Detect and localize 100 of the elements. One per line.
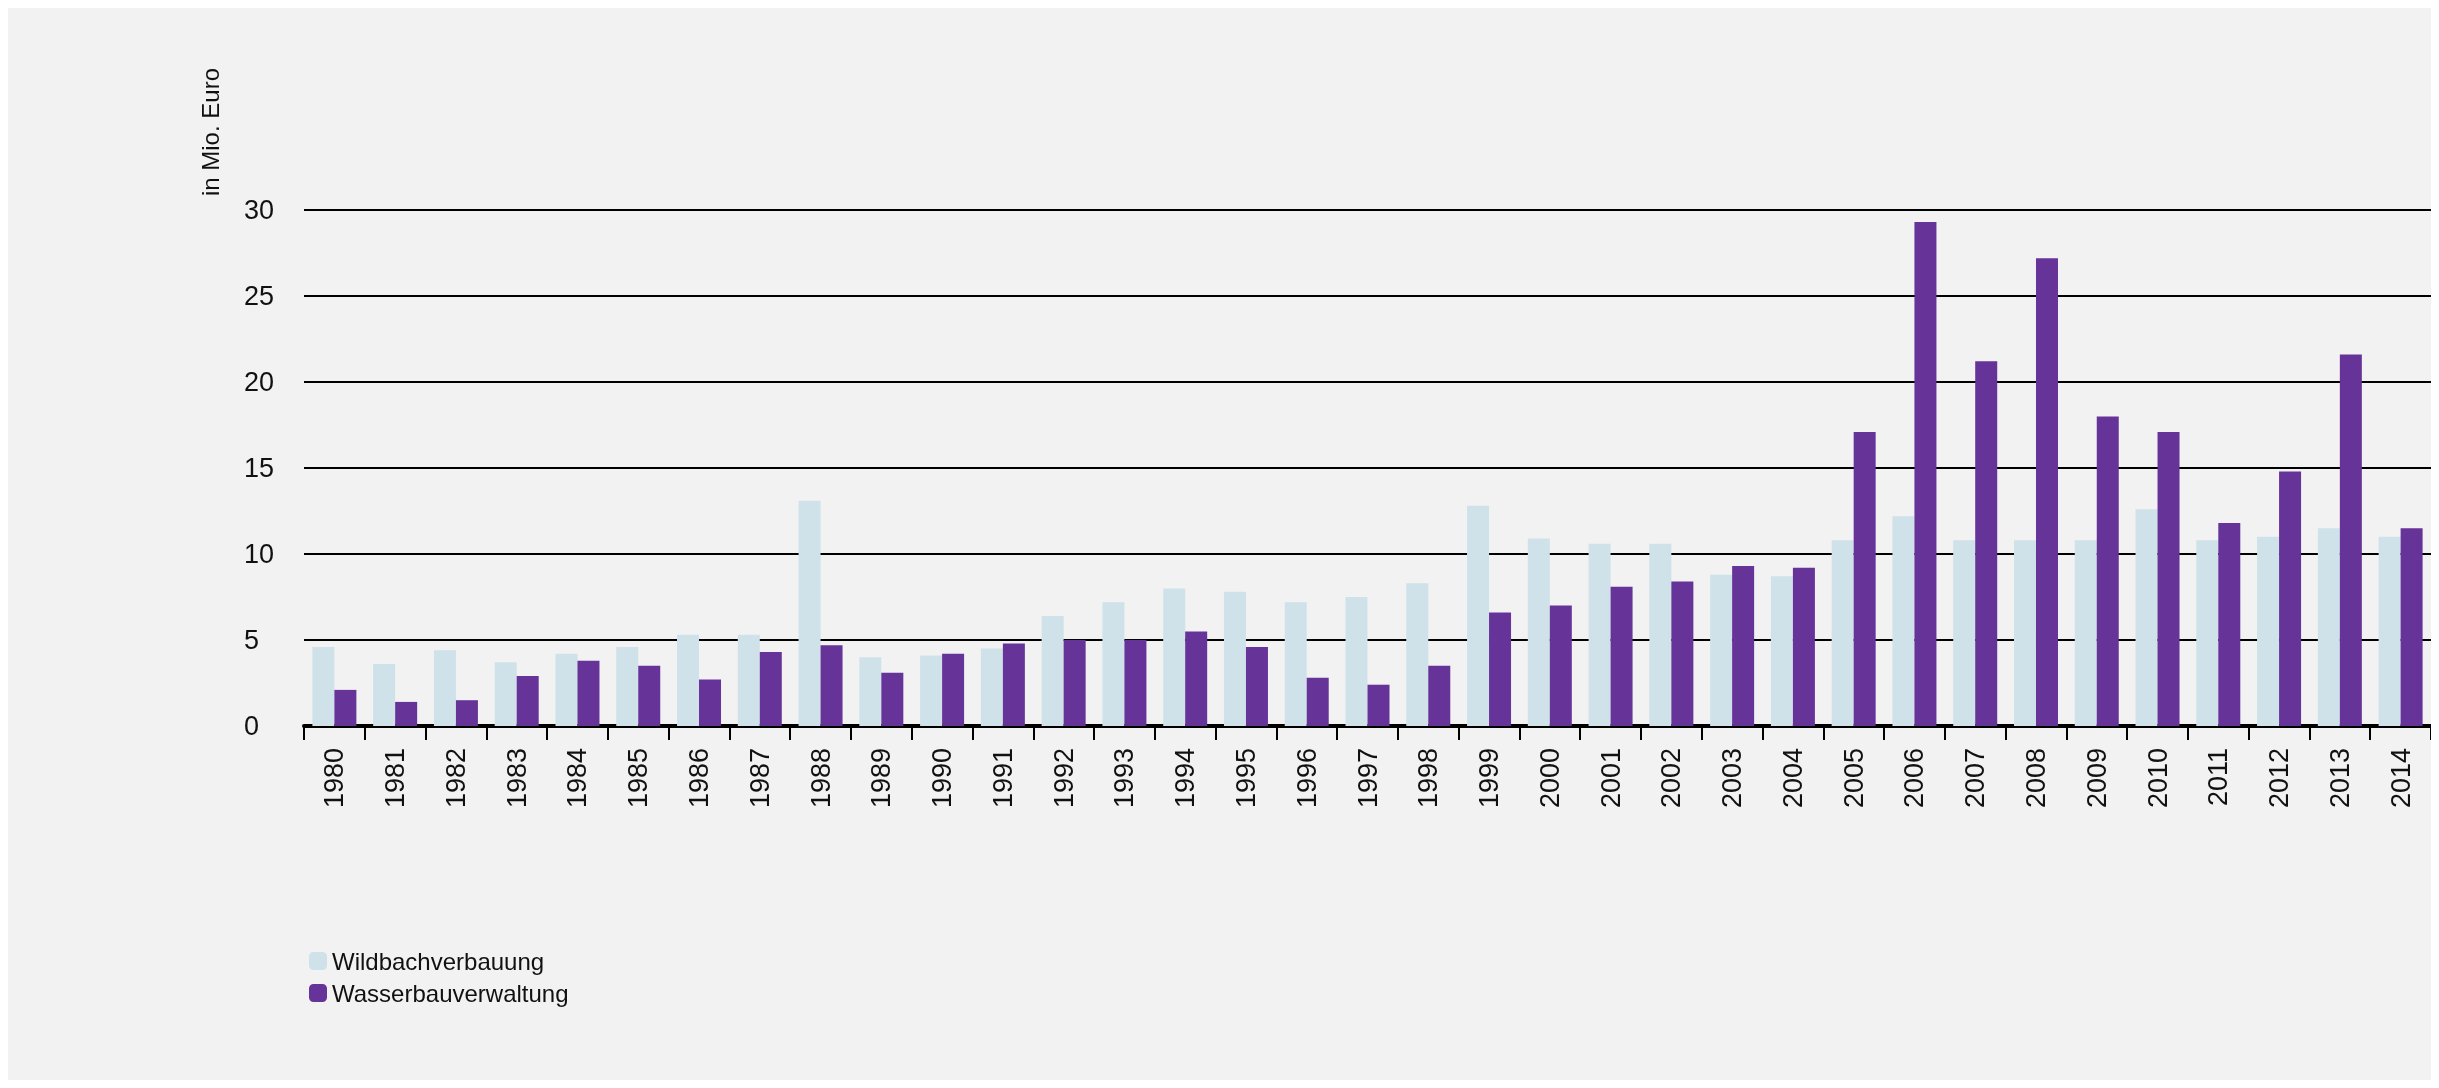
bar [920,655,943,726]
bar [1428,665,1451,726]
bar [759,652,782,726]
bar [881,672,904,726]
bar [1163,588,1186,726]
x-tick-label: 1996 [1291,748,1322,809]
bar [2196,540,2219,726]
y-tick-label: 25 [244,281,275,311]
x-tick-label: 1995 [1230,748,1261,809]
x-tick-label: 2007 [1960,748,1991,809]
bar [1041,615,1064,726]
bar [577,660,600,726]
bar [820,645,843,726]
bar [516,676,539,726]
x-tick-label: 1999 [1474,748,1505,809]
y-tick-label: 15 [244,453,275,483]
bar [1892,516,1915,726]
x-tick-label: 1987 [744,748,775,809]
y-tick-label: 5 [244,625,260,655]
bar [638,665,661,726]
bar [1953,540,1976,726]
bar [1102,602,1125,726]
bar [395,701,418,726]
x-tick-label: 1986 [684,748,715,809]
bar [433,650,456,726]
bar [1002,643,1025,726]
x-tick-label: 1993 [1109,748,1140,809]
x-tick-label: 2004 [1777,748,1808,809]
bar [1489,612,1512,726]
x-tick-label: 1981 [380,748,411,809]
bar [2157,431,2180,726]
bar [1527,538,1550,726]
bar [2317,528,2340,726]
bar [494,662,517,726]
bar [1345,597,1368,726]
x-tick-label: 2008 [2020,748,2051,809]
bar [1223,591,1246,726]
bar [455,700,478,726]
bar [1914,222,1937,726]
bar [1770,576,1793,726]
bar [1732,566,1755,726]
x-tick-label: 2014 [2385,748,2416,809]
x-tick-label: 1997 [1352,748,1383,809]
bar [1306,677,1329,726]
legend-label: Wasserbauverwaltung [332,979,569,1007]
x-tick-label: 2011 [2203,748,2234,807]
x-tick-label: 2003 [1717,748,1748,809]
x-tick-label: 1988 [805,748,836,809]
bar [2035,258,2058,726]
bar [798,500,821,726]
bar [737,634,760,726]
bar [677,634,700,726]
legend-label: Wildbachverbauung [332,947,545,975]
bar [1185,631,1208,726]
x-tick-label: 1984 [562,748,593,809]
y-tick-label: 10 [244,539,275,569]
x-tick-label: 2012 [2264,748,2295,809]
y-axis-title: in Mio. Euro [196,67,224,197]
y-tick-label: 30 [244,195,275,225]
x-tick-label: 1985 [623,748,654,809]
bar [1467,505,1490,726]
x-tick-label: 2006 [1899,748,1930,809]
bar [1792,567,1815,726]
x-tick-label: 1980 [319,748,350,809]
bar [2074,540,2097,726]
x-tick-label: 1998 [1413,748,1444,809]
bar [2400,528,2423,726]
bar [859,657,882,726]
x-tick-label: 2013 [2324,748,2355,809]
bar [555,653,578,726]
bar [373,664,396,726]
bar [1649,543,1672,726]
x-tick-label: 1983 [501,748,532,809]
bar [616,646,639,726]
bar [312,646,335,726]
bar [1406,583,1429,726]
x-tick-label: 2010 [2142,748,2173,809]
bar [1610,586,1633,726]
x-tick-label: 1990 [927,748,958,809]
bar [1710,574,1733,726]
bar [699,679,722,726]
x-tick-label: 2000 [1534,748,1565,809]
bar [942,653,965,726]
bar [2135,509,2158,726]
x-tick-label: 1992 [1048,748,1079,809]
bar [2339,354,2362,726]
bar [2096,416,2119,726]
bar [1671,581,1694,726]
bar [1284,602,1307,726]
bar [1549,605,1572,726]
y-tick-label: 0 [244,711,260,741]
x-tick-label: 2009 [2081,748,2112,809]
x-tick-label: 1989 [866,748,897,809]
bar [1245,646,1268,726]
x-tick-label: 2005 [1838,748,1869,809]
bar [2378,536,2401,726]
bar [2218,523,2241,726]
bar [1367,684,1390,726]
bar [1063,640,1086,726]
bar [1853,431,1876,726]
